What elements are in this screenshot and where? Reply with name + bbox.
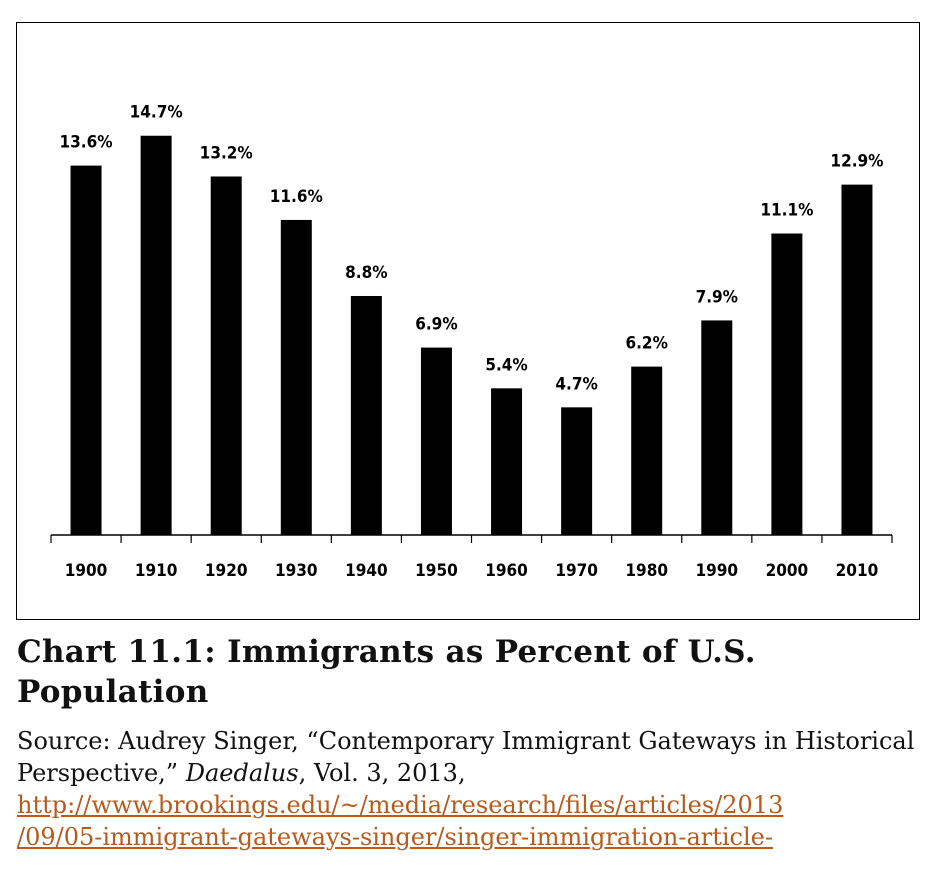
x-tick-label-1920: 1920 (205, 561, 248, 581)
data-label-1990: 7.9% (696, 287, 738, 307)
bar-1940 (350, 295, 382, 535)
data-label-1940: 8.8% (345, 263, 387, 283)
data-label-1970: 4.7% (555, 374, 597, 394)
data-label-1980: 6.2% (625, 334, 667, 354)
x-tick-label-1900: 1900 (65, 561, 108, 581)
x-tick-label-2010: 2010 (836, 561, 879, 581)
x-tick-label-1980: 1980 (625, 561, 668, 581)
bar-1970 (561, 407, 593, 535)
x-tick-label-2000: 2000 (766, 561, 809, 581)
data-label-1920: 13.2% (200, 143, 253, 163)
source-citation: Source: Audrey Singer, “Contemporary Imm… (17, 725, 932, 853)
data-label-1930: 11.6% (270, 187, 323, 207)
data-label-1910: 14.7% (130, 103, 183, 123)
data-label-2010: 12.9% (830, 152, 883, 172)
x-tick-label-1960: 1960 (485, 561, 528, 581)
source-link-line-2[interactable]: /09/05-immigrant-gateways-singer/singer-… (17, 823, 773, 851)
data-label-2000: 11.1% (760, 201, 813, 221)
x-tick-label-1950: 1950 (415, 561, 458, 581)
bar-1900 (70, 165, 102, 535)
data-label-1950: 6.9% (415, 315, 457, 335)
bar-1930 (280, 219, 312, 535)
x-tick-label-1990: 1990 (696, 561, 739, 581)
bar-1950 (420, 347, 452, 535)
x-tick-label-1930: 1930 (275, 561, 318, 581)
chart-frame: 13.6% 1900 14.7% 1910 13.2% 1920 11.6% 1930 8.8%… (16, 22, 920, 620)
bar-1980 (631, 366, 663, 535)
data-label-1900: 13.6% (60, 133, 113, 153)
chart-caption: Chart 11.1: Immigrants as Percent of U.S… (17, 634, 756, 710)
x-tick-label-1910: 1910 (135, 561, 178, 581)
bar-1960 (491, 388, 523, 535)
x-tick-label-1940: 1940 (345, 561, 388, 581)
bar-1990 (701, 320, 733, 535)
x-tick-label-1970: 1970 (555, 561, 598, 581)
source-journal: Daedalus (185, 759, 299, 787)
source-link-line-1[interactable]: http://www.brookings.edu/~/media/researc… (17, 791, 784, 819)
bar-1920 (210, 176, 242, 535)
source-suffix: , Vol. 3, 2013, (298, 759, 466, 787)
bar-2010 (841, 184, 873, 535)
bar-1910 (140, 135, 172, 536)
data-label-1960: 5.4% (485, 355, 527, 375)
bar-chart: 13.6% 1900 14.7% 1910 13.2% 1920 11.6% 1930 8.8%… (50, 103, 893, 581)
bar-2000 (771, 233, 803, 535)
source-prefix: Source: Audrey Singer, “Contemporary Imm… (17, 727, 915, 787)
